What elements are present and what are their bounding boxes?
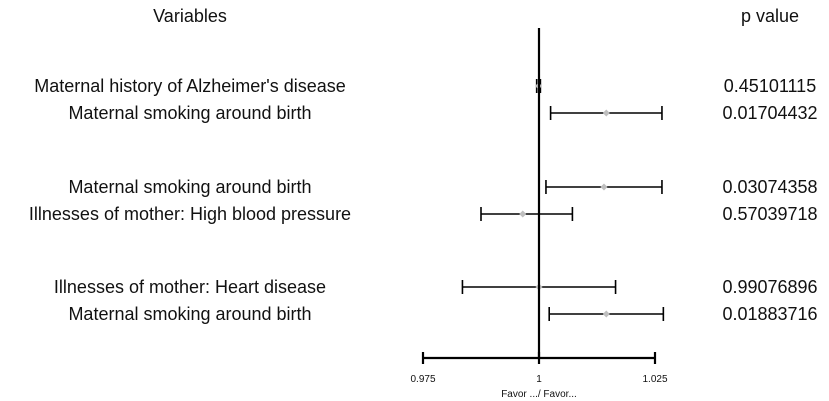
forest-row: Illnesses of mother: High blood pressure… <box>29 204 818 224</box>
row-label: Maternal history of Alzheimer's disease <box>34 76 346 96</box>
row-label: Illnesses of mother: High blood pressure <box>29 204 351 224</box>
rows-group: Maternal history of Alzheimer's disease 0… <box>29 76 818 324</box>
row-label: Illnesses of mother: Heart disease <box>54 277 326 297</box>
row-label: Maternal smoking around birth <box>68 304 311 324</box>
x-axis: 0.975 1 1.025 Favor .../ Favor... <box>410 28 668 400</box>
p-value: 0.01883716 <box>722 304 817 324</box>
forest-row: Maternal history of Alzheimer's disease 0… <box>34 76 816 96</box>
point-estimate <box>519 210 527 218</box>
x-tick-label: 1.025 <box>642 374 667 385</box>
p-value: 0.57039718 <box>722 204 817 224</box>
p-value: 0.03074358 <box>722 177 817 197</box>
point-estimate <box>602 310 610 318</box>
variables-header: Variables <box>153 6 227 26</box>
x-axis-title: Favor .../ Favor... <box>501 389 577 400</box>
forest-row: Maternal smoking around birth 0.01883716 <box>68 304 817 324</box>
p-value: 0.45101115 <box>724 76 816 96</box>
x-tick-label: 0.975 <box>410 374 435 385</box>
p-value: 0.01704432 <box>722 103 817 123</box>
p-value-header: p value <box>741 6 799 26</box>
row-label: Maternal smoking around birth <box>68 177 311 197</box>
forest-row: Maternal smoking around birth 0.03074358 <box>68 177 817 197</box>
x-tick-label: 1 <box>536 374 542 385</box>
point-estimate <box>602 109 610 117</box>
forest-row: Maternal smoking around birth 0.01704432 <box>68 103 817 123</box>
p-value: 0.99076896 <box>722 277 817 297</box>
point-estimate <box>600 183 608 191</box>
row-label: Maternal smoking around birth <box>68 103 311 123</box>
forest-row: Illnesses of mother: Heart disease 0.9907… <box>54 277 818 297</box>
